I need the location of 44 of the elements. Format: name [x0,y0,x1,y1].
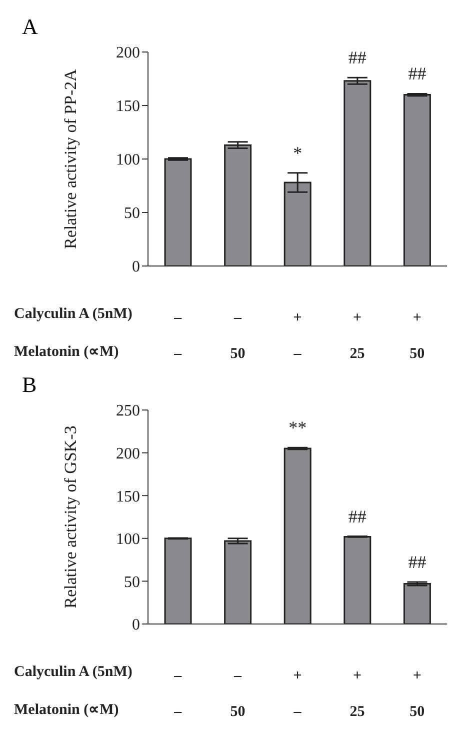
y-tick-label: 150 [116,488,140,506]
data-label: ## [408,552,426,572]
bar [224,144,252,266]
y-tick-label: 150 [116,98,140,116]
bar [403,94,431,266]
data-label: ## [348,506,366,526]
y-tick-label: 250 [116,402,140,420]
text: Calyculin A (5nM) [14,306,132,323]
text: Melatonin (∝M) [14,343,119,361]
y-axis-title: Relative activity of GSK-3 [61,426,80,608]
chart-title: B [22,372,37,398]
bar [403,583,431,624]
text: Calyculin A (5nM) [14,664,132,681]
category-label: – – [174,668,182,720]
data-label: ## [348,48,366,68]
y-tick-label: 50 [124,574,140,591]
y-tick-label: 200 [116,445,140,462]
category-label: – – [174,310,182,362]
data-label: ## [408,64,426,84]
data-label: ** [288,418,307,438]
bar [224,540,252,624]
y-tick-label: 200 [116,44,140,62]
category-label: + 50 [410,310,425,362]
y-tick-label: 100 [116,531,140,548]
bar [344,536,372,624]
y-tick-label: 0 [132,616,140,634]
category-label: + 50 [410,668,425,720]
y-tick-label: 100 [116,152,140,169]
bar [284,448,312,624]
category-label: – 50 [230,668,246,720]
category-label: – 50 [230,310,246,362]
bar [164,538,192,624]
category-label: + – [293,310,302,362]
y-tick-label: 50 [124,205,140,222]
text: Melatonin (∝M) [14,701,119,719]
y-axis-title: Relative activity of PP-2A [61,68,80,249]
bar [344,80,372,266]
category-label: + 25 [350,668,365,720]
category-label: + – [293,668,302,720]
bar [164,158,192,266]
y-tick-label: 0 [132,258,140,276]
chart-title: A [22,14,38,40]
category-label: + 25 [350,310,365,362]
data-label: * [293,142,302,163]
